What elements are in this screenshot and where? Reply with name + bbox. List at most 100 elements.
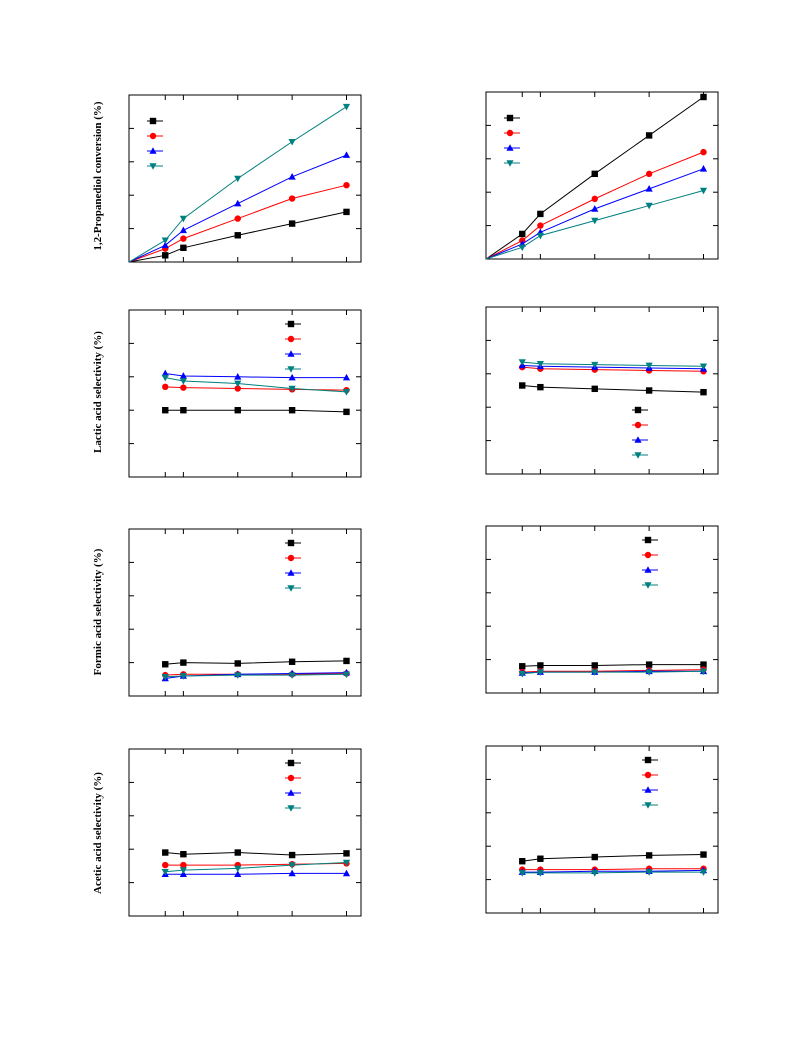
panel-6-series-1-line	[522, 664, 704, 667]
panel-7-series-3-line	[165, 872, 347, 875]
panel-3-legend-marker	[287, 335, 295, 343]
panel-1-series-2-point	[234, 215, 241, 222]
panel-1-series-3-point	[234, 199, 242, 207]
panel-4-series-4-point	[645, 362, 653, 370]
panel-1-series-1-point	[288, 220, 296, 227]
panel-8-series-4-point	[645, 869, 653, 876]
panel-3-series-4-point	[179, 378, 187, 385]
panel-5-ylabel: Formic acid selectivity (%)	[92, 548, 104, 675]
panel-6-series-4-point	[536, 669, 544, 676]
panel-8-series-4-point	[518, 870, 526, 877]
panel-2-series-1-point	[537, 210, 544, 218]
panel-2-legend-marker	[506, 144, 514, 151]
panel-7-series-1-point	[180, 851, 187, 858]
panel-7-series-4-point	[342, 859, 351, 867]
panel-8-series-1-point	[519, 858, 526, 865]
panel-7-legend-marker	[287, 805, 295, 812]
panel-1-series-2-point	[180, 235, 187, 242]
panel-5-series-4-point	[234, 672, 242, 679]
panel-8-series-2-line	[522, 868, 704, 871]
panel-7-series-3-point	[288, 869, 296, 877]
panel-3-series-4-point	[342, 389, 351, 396]
panel-1-series-1-point	[162, 252, 169, 259]
panel-2-series-1-point	[700, 93, 707, 101]
panel-3-series-1-point	[234, 407, 241, 414]
panel-1-series-1-point	[343, 208, 350, 216]
panel-6-series-1-point	[537, 662, 544, 669]
panel-1-series-2-point	[288, 195, 296, 202]
panel-4-series-1-point	[591, 385, 598, 393]
panel-8-series-1-point	[537, 855, 544, 862]
panel-7-frame	[128, 748, 362, 917]
panel-7-legend-marker	[287, 759, 295, 767]
panel-7-series-4-point	[234, 865, 242, 873]
panel-6-series-1-point	[645, 661, 653, 668]
panel-1-series-1-point	[180, 244, 187, 252]
panel-7-series-4-point	[179, 867, 187, 874]
panel-3-series-1-point	[288, 407, 296, 414]
panel-2-series-3-point	[645, 185, 653, 192]
panel-7-series-1-point	[288, 851, 296, 859]
panel-5-legend-marker	[287, 585, 295, 592]
panel-3-series-2-point	[180, 384, 187, 391]
panel-5-series-1-line	[165, 660, 347, 665]
panel-3-legend-marker	[287, 350, 295, 357]
panel-1-series-4-point	[342, 103, 351, 111]
panel-5-legend-marker	[287, 569, 295, 576]
panel-3-ylabel: Lactic acid selectivity (%)	[92, 331, 104, 453]
panel-4-series-1-point	[645, 387, 653, 394]
panel-7-legend-marker	[287, 789, 295, 796]
panel-5-frame	[128, 528, 362, 697]
panel-3-series-1-line	[165, 409, 347, 413]
panel-4-series-1-point	[537, 383, 544, 391]
panel-4-series-1-line	[522, 384, 704, 393]
panel-3-frame	[128, 309, 362, 478]
panel-2-series-2-point	[537, 222, 544, 229]
panel-1-series-4-point	[161, 237, 169, 245]
panel-7-series-1-point	[343, 850, 350, 857]
panel-1-series-3-point	[342, 151, 351, 158]
panel-2-series-4-point	[699, 187, 708, 195]
panel-2-legend-marker	[506, 114, 514, 122]
panel-7-series-1-line	[165, 852, 347, 856]
panel-4-series-4-point	[591, 361, 599, 369]
panel-6-series-4-point	[518, 670, 526, 678]
panel-3-series-1-point	[162, 407, 169, 414]
panel-6-series-4-line	[522, 670, 704, 675]
panel-1-legend-marker	[149, 163, 157, 170]
panel-2-series-3-point	[699, 165, 708, 172]
panel-3-series-3-point	[288, 373, 296, 381]
panel-1-series-2-point	[343, 181, 350, 189]
panel-3-series-2-point	[162, 383, 169, 391]
panel-5-series-1-point	[343, 657, 350, 665]
panel-7-series-4-line	[165, 862, 347, 873]
panel-2-legend-marker	[506, 129, 514, 137]
panel-1-series-4-point	[179, 215, 187, 223]
panel-8-series-1-point	[591, 853, 598, 861]
panel-3-series-4-point	[234, 380, 242, 388]
panel-3-series-3-point	[234, 373, 242, 380]
panel-6-series-1-point	[591, 662, 598, 669]
panel-8-frame	[485, 745, 719, 914]
panel-1-ylabel: 1,2-Propanediol conversion (%)	[92, 101, 104, 251]
panel-4-legend-marker	[634, 406, 642, 414]
panel-2-frame	[485, 91, 719, 260]
panel-3-series-4-line	[165, 377, 347, 393]
panel-4-legend-marker	[634, 452, 642, 459]
panel-4-series-4-point	[536, 360, 544, 368]
panel-6-frame	[485, 525, 719, 694]
panel-5-series-4-point	[179, 673, 187, 680]
panel-2-series-1-point	[591, 170, 598, 178]
panel-5-legend-marker	[287, 539, 295, 547]
panel-5-series-1-point	[234, 660, 241, 667]
panel-3-series-1-point	[180, 407, 187, 414]
panel-2-series-3-line	[485, 168, 704, 260]
panel-3-series-3-point	[179, 372, 187, 379]
panel-2-series-2-line	[485, 151, 704, 260]
panel-1-series-3-line	[128, 154, 347, 263]
panel-7-series-1-point	[234, 849, 241, 856]
panel-8-series-1-point	[645, 852, 653, 859]
panel-8-legend-marker	[644, 771, 652, 779]
panel-7-series-2-point	[180, 861, 187, 869]
